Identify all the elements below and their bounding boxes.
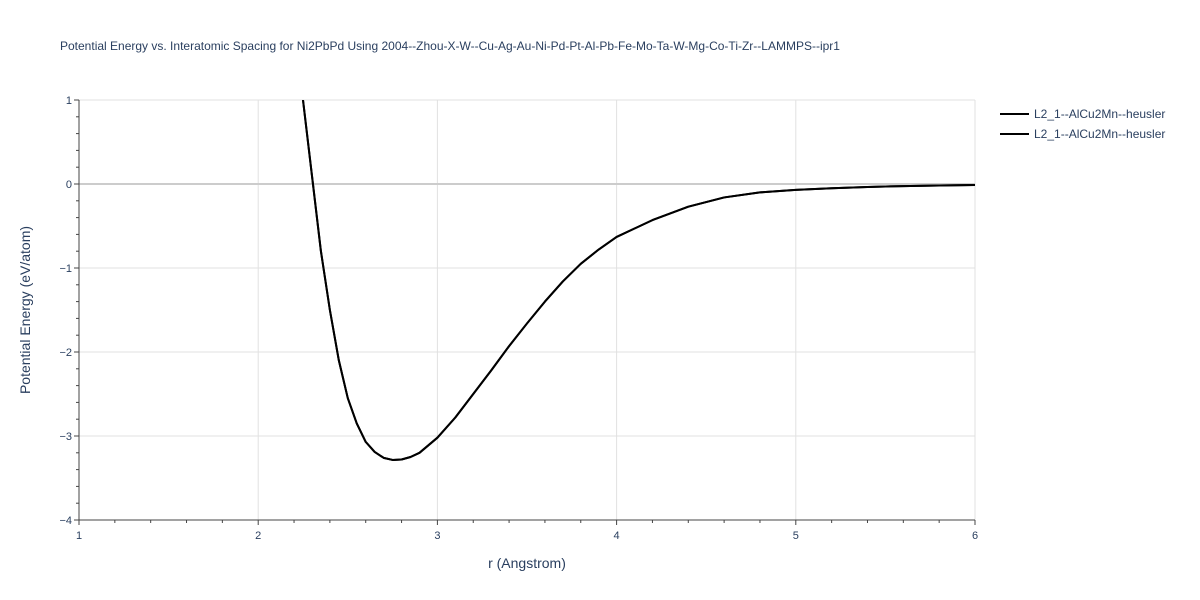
chart-title: Potential Energy vs. Interatomic Spacing… (60, 39, 840, 53)
x-tick-label: 4 (614, 530, 620, 542)
y-tick-label: −2 (59, 347, 72, 359)
x-tick-label: 1 (76, 530, 82, 542)
y-tick-label: −4 (59, 515, 72, 527)
axes (78, 100, 975, 521)
legend[interactable]: L2_1--AlCu2Mn--heusler L2_1--AlCu2Mn--heu… (1000, 107, 1165, 141)
x-tick-label: 2 (255, 530, 261, 542)
legend-item-1[interactable]: L2_1--AlCu2Mn--heusler (1000, 107, 1165, 121)
x-axis-title: r (Angstrom) (488, 555, 566, 571)
gridlines (79, 99, 976, 520)
legend-label: L2_1--AlCu2Mn--heusler (1034, 127, 1165, 141)
y-tick-label: −3 (59, 431, 72, 443)
y-tick-label: 1 (66, 95, 72, 107)
ticks: 1 2 3 4 5 6 1 0 −1 −2 −3 −4 (59, 95, 978, 542)
legend-item-2[interactable]: L2_1--AlCu2Mn--heusler (1000, 127, 1165, 141)
x-tick-label: 5 (793, 530, 799, 542)
x-tick-label: 3 (434, 530, 440, 542)
y-axis-title: Potential Energy (eV/atom) (17, 226, 33, 394)
y-tick-label: −1 (59, 263, 72, 275)
x-tick-label: 6 (972, 530, 978, 542)
series-group (302, 100, 975, 461)
legend-label: L2_1--AlCu2Mn--heusler (1034, 107, 1165, 121)
y-tick-label: 0 (66, 179, 72, 191)
series-line-2 (302, 100, 975, 461)
